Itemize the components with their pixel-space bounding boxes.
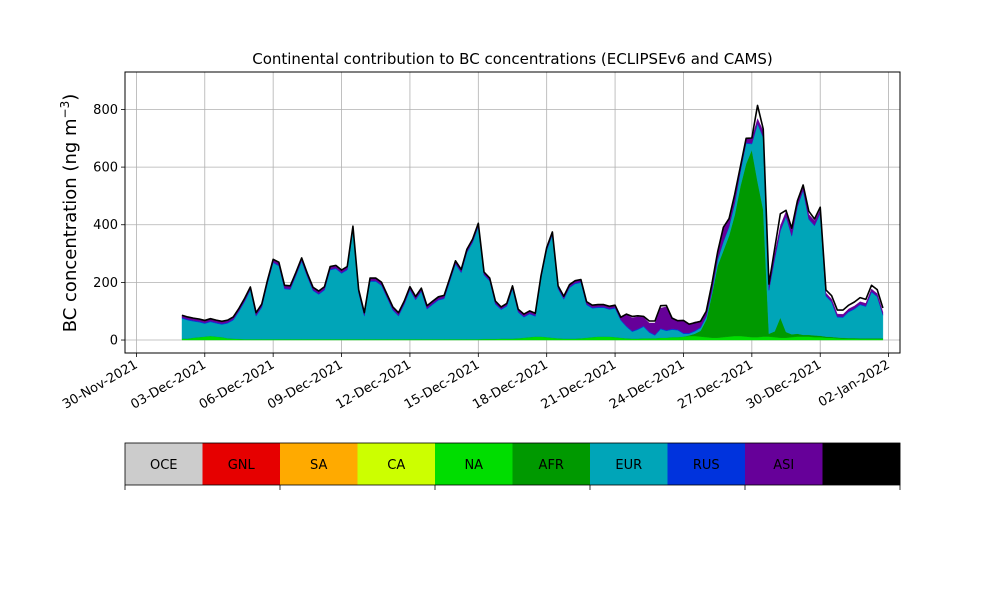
legend-label-na: NA [464,458,483,473]
legend-label-asi: ASI [773,458,794,473]
y-tick-label: 200 [93,276,118,291]
legend-swatch-aus [822,443,901,485]
y-tick-label: 400 [93,218,118,233]
y-tick-label: 800 [93,103,118,118]
legend-label-eur: EUR [615,458,642,473]
plot-frame [124,71,901,354]
legend-label-aus: AUS [848,458,875,473]
y-axis-label-close: ) [60,94,81,101]
legend-swatch-sa [280,443,358,485]
stacked-areas [181,118,884,341]
legend-swatch-na [435,443,513,485]
legend-label-gnl: GNL [228,458,256,473]
legend-swatch-rus [667,443,746,485]
total-line-layer [181,104,884,325]
legend-swatch-ca [357,443,436,485]
y-axis-ticks: 0 200 400 600 800 [93,103,125,349]
y-axis-label-superscript: −3 [58,101,72,119]
legend-swatch-asi [745,443,823,485]
legend-label-ca: CA [387,458,405,473]
chart-title: Continental contribution to BC concentra… [252,50,773,68]
y-axis-label-text: BC concentration (ng m [60,118,81,332]
region-colorbar-legend: OCE GNL SA CA NA AFR EUR RUS ASI AUS [124,442,901,490]
y-axis-label: BC concentration (ng m−3) [58,94,81,333]
legend-swatch-oce [125,443,203,485]
legend-label-sa: SA [310,458,327,473]
legend-swatch-gnl [202,443,281,485]
legend-label-afr: AFR [539,458,564,473]
legend-label-rus: RUS [693,458,720,473]
legend-swatch-eur [590,443,668,485]
total-line-aus [181,104,884,325]
grid-lines [125,72,900,353]
legend-swatch-afr [512,443,591,485]
legend-label-oce: OCE [150,458,178,473]
y-tick-label: 600 [93,161,118,176]
legend-frame [124,442,901,486]
y-tick-label: 0 [110,334,118,349]
